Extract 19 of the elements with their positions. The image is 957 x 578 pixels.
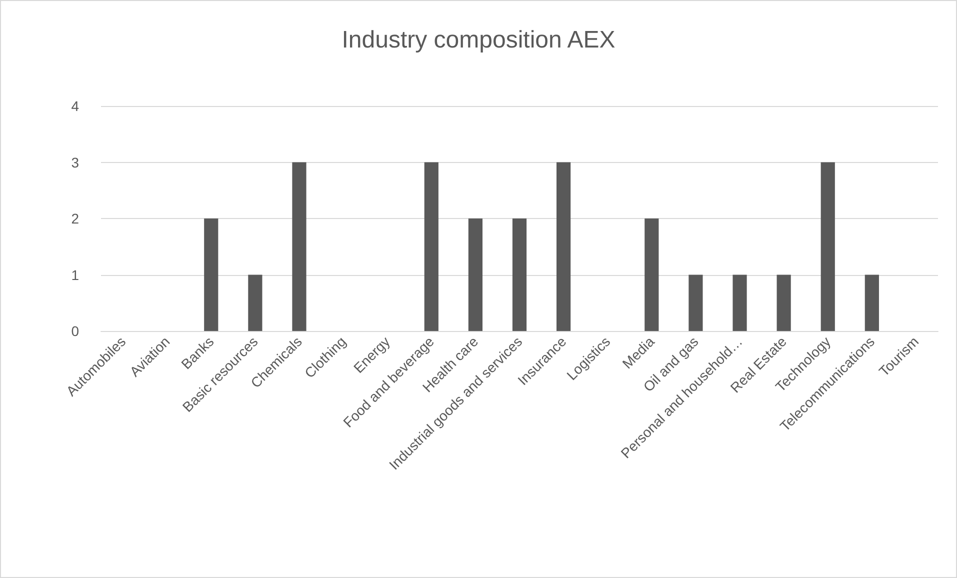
y-tick-label: 2 [71,210,80,226]
bar [512,218,527,331]
y-tick-label: 1 [71,266,80,283]
y-tick-label: 0 [71,323,80,339]
bar [776,274,791,331]
bar [292,162,306,331]
bar [688,274,703,331]
y-tick-label: 4 [71,98,80,114]
bar [820,162,835,331]
bar [864,274,879,331]
bar [556,162,571,331]
bar [248,274,262,331]
bar [424,162,438,331]
bar [732,274,747,331]
bar [468,218,482,331]
bar [644,218,659,331]
bar [204,218,218,331]
y-tick-label: 3 [71,154,80,170]
chart-title: Industry composition AEX [342,26,616,54]
